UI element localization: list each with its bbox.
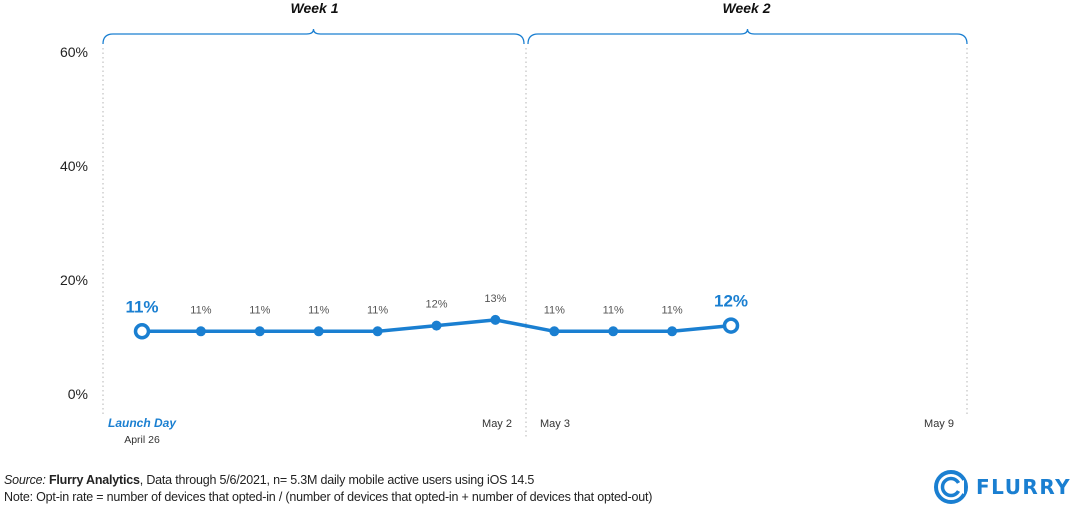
data-point (372, 326, 383, 337)
data-point (313, 326, 324, 337)
source-label: Source: (4, 473, 46, 487)
data-point (608, 326, 619, 337)
data-label: 13% (484, 293, 506, 305)
data-point (431, 320, 442, 331)
chart-footer: Source: Flurry Analytics, Data through 5… (4, 472, 652, 506)
data-point (195, 326, 206, 337)
source-details: , Data through 5/6/2021, n= 5.3M daily m… (139, 473, 535, 487)
data-label: 11% (661, 304, 682, 316)
flurry-logo: FLURRY (934, 470, 1071, 504)
data-label: 12% (425, 299, 447, 311)
week1-label: Week 1 (291, 0, 339, 16)
week1-brace (102, 28, 525, 45)
y-tick-label: 60% (60, 44, 88, 60)
y-tick-label: 0% (68, 386, 88, 402)
data-label: 11% (249, 304, 270, 316)
y-tick-label: 20% (60, 272, 88, 288)
note-line: Note: Opt-in rate = number of devices th… (4, 490, 653, 504)
week1-end-label: May 2 (482, 418, 512, 430)
data-label: 11% (544, 304, 565, 316)
data-label: 11% (367, 304, 388, 316)
source-name: Flurry Analytics (48, 473, 140, 487)
y-tick-label: 40% (60, 158, 88, 174)
flurry-logo-text: FLURRY (976, 475, 1072, 499)
week2-start-label: May 3 (540, 418, 570, 430)
week2-label: Week 2 (723, 0, 771, 16)
data-point (549, 326, 560, 337)
data-point (667, 326, 678, 337)
launch-day-label: Launch Day (108, 416, 177, 430)
week2-brace (527, 28, 968, 45)
data-label: 11% (603, 304, 624, 316)
data-point (254, 326, 265, 337)
opt-in-rate-chart: 0% 20% 40% 60% Week 1 Week 2 11% 11% 11% 11% 11% 12… (60, 0, 968, 446)
data-label: 12% (714, 292, 748, 311)
data-label: 11% (308, 304, 329, 316)
data-label: 11% (125, 297, 158, 316)
source-line: Source: Flurry Analytics, Data through 5… (4, 472, 652, 489)
week2-end-label: May 9 (924, 418, 954, 430)
data-point (490, 314, 501, 325)
data-point (722, 317, 740, 334)
data-point (133, 323, 151, 340)
launch-date-label: April 26 (124, 434, 160, 446)
flurry-logo-icon (934, 470, 968, 504)
data-label: 11% (190, 304, 211, 316)
